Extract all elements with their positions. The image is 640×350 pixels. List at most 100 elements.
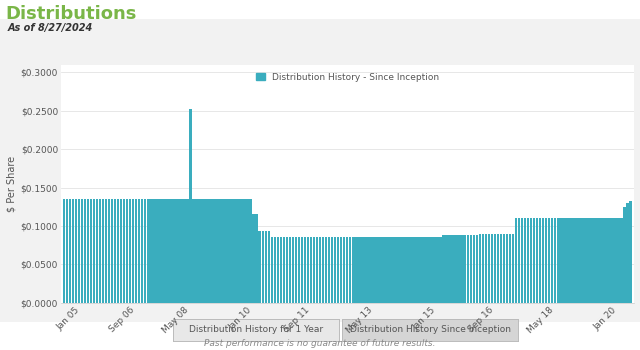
- Text: As of 8/27/2024: As of 8/27/2024: [8, 23, 93, 33]
- Bar: [376, 237, 379, 303]
- Bar: [165, 199, 168, 303]
- Bar: [343, 237, 346, 303]
- Bar: [454, 235, 457, 303]
- Bar: [198, 199, 201, 303]
- Bar: [419, 237, 421, 303]
- Bar: [231, 199, 234, 303]
- Bar: [445, 235, 448, 303]
- Bar: [108, 199, 110, 303]
- Bar: [584, 218, 587, 303]
- Bar: [207, 199, 210, 303]
- Bar: [557, 218, 559, 303]
- Bar: [250, 199, 252, 303]
- Bar: [126, 199, 129, 303]
- Bar: [63, 199, 65, 303]
- Bar: [331, 237, 333, 303]
- Y-axis label: $ Per Share: $ Per Share: [6, 156, 17, 212]
- Bar: [116, 199, 120, 303]
- Bar: [328, 237, 330, 303]
- Bar: [77, 199, 80, 303]
- Bar: [298, 237, 300, 303]
- Bar: [530, 218, 532, 303]
- Bar: [213, 199, 216, 303]
- Bar: [355, 237, 358, 303]
- Bar: [102, 199, 104, 303]
- Legend: Distribution History - Since Inception: Distribution History - Since Inception: [252, 69, 442, 85]
- Bar: [617, 218, 620, 303]
- Bar: [605, 218, 608, 303]
- Bar: [433, 237, 436, 303]
- Bar: [234, 199, 237, 303]
- Bar: [319, 237, 321, 303]
- Bar: [533, 218, 536, 303]
- Bar: [276, 237, 279, 303]
- Bar: [566, 218, 568, 303]
- Bar: [316, 237, 318, 303]
- Bar: [271, 237, 273, 303]
- Bar: [358, 237, 360, 303]
- Bar: [509, 234, 511, 303]
- Bar: [352, 237, 355, 303]
- Bar: [587, 218, 589, 303]
- Bar: [310, 237, 312, 303]
- Bar: [467, 235, 469, 303]
- Bar: [189, 108, 192, 303]
- Bar: [150, 199, 152, 303]
- Bar: [141, 199, 143, 303]
- Bar: [545, 218, 547, 303]
- Bar: [415, 237, 418, 303]
- Bar: [440, 237, 442, 303]
- Bar: [81, 199, 83, 303]
- Bar: [524, 218, 526, 303]
- Bar: [220, 199, 222, 303]
- Bar: [458, 235, 460, 303]
- Bar: [515, 218, 517, 303]
- Bar: [602, 218, 605, 303]
- Bar: [201, 199, 204, 303]
- Bar: [289, 237, 291, 303]
- Bar: [292, 237, 294, 303]
- Bar: [382, 237, 385, 303]
- Bar: [502, 234, 505, 303]
- Bar: [593, 218, 596, 303]
- Bar: [424, 237, 427, 303]
- Bar: [337, 237, 339, 303]
- Bar: [135, 199, 138, 303]
- Bar: [195, 199, 198, 303]
- Bar: [123, 199, 125, 303]
- Bar: [470, 235, 472, 303]
- Bar: [472, 235, 475, 303]
- Text: Distribution History Since Inception: Distribution History Since Inception: [350, 326, 511, 334]
- Bar: [228, 199, 231, 303]
- Bar: [572, 218, 575, 303]
- Bar: [280, 237, 282, 303]
- Bar: [581, 218, 584, 303]
- Bar: [86, 199, 89, 303]
- Bar: [436, 237, 439, 303]
- Bar: [325, 237, 328, 303]
- Bar: [512, 234, 515, 303]
- Bar: [379, 237, 381, 303]
- Bar: [406, 237, 409, 303]
- Bar: [259, 231, 261, 303]
- Bar: [294, 237, 297, 303]
- Bar: [99, 199, 101, 303]
- Bar: [273, 237, 276, 303]
- Bar: [542, 218, 545, 303]
- Bar: [72, 199, 74, 303]
- Bar: [560, 218, 563, 303]
- Bar: [599, 218, 602, 303]
- Bar: [96, 199, 99, 303]
- Text: Past performance is no guarantee of future results.: Past performance is no guarantee of futu…: [204, 339, 436, 348]
- Bar: [216, 199, 219, 303]
- Bar: [177, 199, 180, 303]
- Bar: [400, 237, 403, 303]
- Bar: [153, 199, 156, 303]
- Bar: [373, 237, 376, 303]
- Bar: [132, 199, 134, 303]
- Bar: [608, 218, 611, 303]
- Bar: [569, 218, 572, 303]
- Bar: [204, 199, 207, 303]
- Bar: [403, 237, 406, 303]
- Bar: [322, 237, 324, 303]
